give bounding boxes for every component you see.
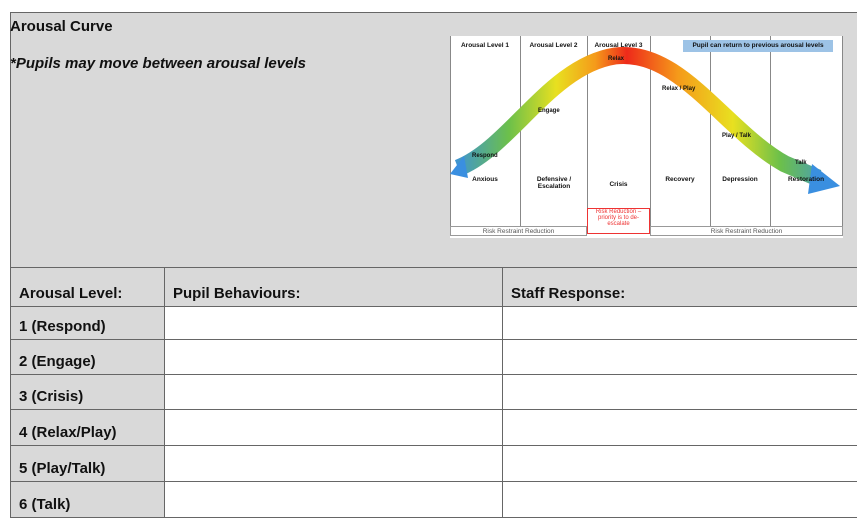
table-cell: [503, 446, 857, 482]
curve-label: Relax / Play: [662, 86, 696, 92]
divider: [650, 36, 651, 226]
footer-label: Risk Restraint Reduction: [650, 226, 843, 236]
table-cell: [503, 375, 857, 410]
state-label: Anxious: [472, 176, 498, 183]
note: Pupil can return to previous arousal lev…: [683, 40, 833, 52]
title: Arousal Curve: [10, 18, 113, 35]
curve-label: Play / Talk: [722, 133, 751, 139]
state-label: Depression: [722, 176, 758, 183]
table-cell: [503, 307, 857, 340]
table-cell: [165, 410, 503, 446]
arousal-diagram: Arousal Level 1 Arousal Level 2 Arousal …: [450, 36, 843, 238]
table-cell: [503, 410, 857, 446]
divider: [587, 36, 588, 226]
state-label: Restoration: [787, 176, 825, 183]
curve-label: Relax: [608, 56, 625, 62]
table-cell: [165, 482, 503, 518]
header-cell: Pupil Behaviours:: [165, 268, 503, 307]
divider: [842, 36, 843, 226]
table-cell: [165, 446, 503, 482]
table-cell: [503, 340, 857, 375]
footer-label: Risk Restraint Reduction: [450, 226, 587, 236]
row-label: 3 (Crisis): [10, 375, 165, 410]
level-label: Arousal Level 1: [460, 42, 510, 49]
curve-label: Engage: [538, 108, 560, 114]
table-cell: [165, 307, 503, 340]
subtitle: *Pupils may move between arousal levels: [10, 55, 306, 72]
row-label: 1 (Respond): [10, 307, 165, 340]
curve-label: Respond: [472, 153, 498, 159]
state-label: Crisis: [609, 181, 628, 188]
level-label: Arousal Level 3: [594, 42, 643, 49]
divider: [710, 36, 711, 226]
row-label: 4 (Relax/Play): [10, 410, 165, 446]
table-cell: [503, 482, 857, 518]
divider: [450, 36, 451, 226]
state-label: Recovery: [665, 176, 695, 183]
row-label: 2 (Engage): [10, 340, 165, 375]
level-label: Arousal Level 2: [529, 42, 578, 49]
state-label: Defensive / Escalation: [536, 176, 572, 190]
divider: [770, 36, 771, 226]
header-cell: Staff Response:: [503, 268, 857, 307]
row-label: 5 (Play/Talk): [10, 446, 165, 482]
header-cell: Arousal Level:: [10, 268, 165, 307]
curve-label: Talk: [795, 160, 807, 166]
table-cell: [165, 340, 503, 375]
crisis-note: Risk Reduction – priority is to de-escal…: [587, 208, 650, 234]
curve: [450, 47, 840, 194]
row-label: 6 (Talk): [10, 482, 165, 518]
table-cell: [165, 375, 503, 410]
